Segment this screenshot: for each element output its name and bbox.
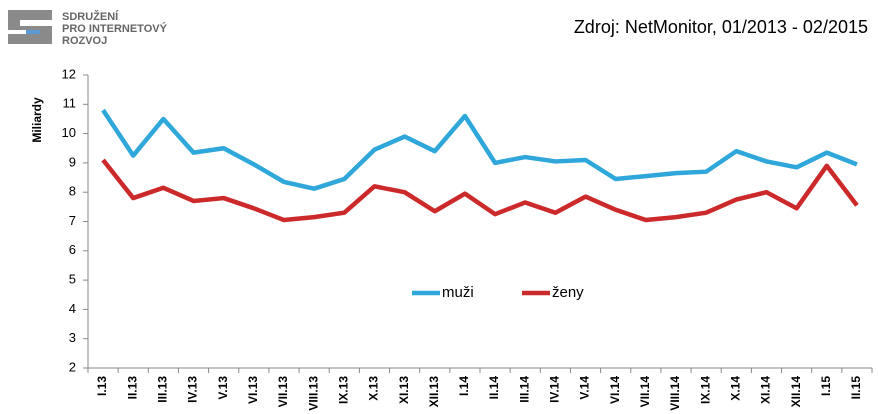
logo-text: SDRUŽENÍ bbox=[62, 10, 119, 23]
y-tick-label: 12 bbox=[62, 66, 76, 81]
y-tick-label: 6 bbox=[69, 242, 76, 257]
x-tick-label: I.15 bbox=[819, 376, 833, 396]
y-tick-label: 3 bbox=[69, 330, 76, 345]
logo-text: PRO INTERNETOVÝ bbox=[62, 22, 168, 35]
y-tick-label: 8 bbox=[69, 184, 76, 199]
x-tick-label: XII.13 bbox=[427, 376, 441, 408]
logo-accent bbox=[26, 30, 40, 34]
logo-mark bbox=[8, 10, 52, 44]
y-tick-label: 11 bbox=[63, 96, 77, 111]
x-tick-label: II.14 bbox=[487, 376, 501, 400]
x-tick-label: IV.14 bbox=[548, 376, 562, 403]
logo: SDRUŽENÍ PRO INTERNETOVÝ ROZVOJ bbox=[8, 10, 168, 47]
x-tick-label: I.13 bbox=[95, 376, 109, 396]
x-tick-label: X.14 bbox=[728, 376, 742, 401]
chart-title: Zdroj: NetMonitor, 01/2013 - 02/2015 bbox=[574, 17, 868, 37]
x-tick-label: III.14 bbox=[517, 376, 531, 403]
y-tick-label: 9 bbox=[69, 154, 76, 169]
line-series bbox=[101, 108, 858, 191]
y-axis-label: Miliardy bbox=[30, 97, 44, 143]
x-tick-label: XI.13 bbox=[397, 376, 411, 404]
y-tick-label: 5 bbox=[69, 272, 76, 287]
x-tick-label: IX.14 bbox=[698, 376, 712, 404]
x-tick-label: IX.13 bbox=[336, 376, 350, 404]
legend-label: muži bbox=[442, 284, 474, 301]
x-tick-label: I.14 bbox=[457, 376, 471, 396]
x-tick-label: VI.14 bbox=[608, 376, 622, 404]
y-tick-label: 10 bbox=[62, 125, 76, 140]
logo-text: ROZVOJ bbox=[62, 35, 107, 47]
y-tick-label: 7 bbox=[69, 213, 76, 228]
legend-label: ženy bbox=[552, 284, 584, 301]
x-tick-label: X.13 bbox=[367, 376, 381, 401]
x-tick-label: II.15 bbox=[849, 376, 863, 400]
x-tick-label: VIII.13 bbox=[306, 376, 320, 411]
x-tick-label: V.14 bbox=[578, 376, 592, 400]
y-tick-label: 2 bbox=[69, 359, 76, 374]
x-tick-label: II.13 bbox=[125, 376, 139, 400]
x-tick-label: XII.14 bbox=[789, 376, 803, 408]
x-tick-label: VII.14 bbox=[638, 376, 652, 408]
x-tick-label: III.13 bbox=[156, 376, 170, 403]
y-tick-label: 4 bbox=[69, 301, 76, 316]
x-tick-label: XI.14 bbox=[759, 376, 773, 404]
x-tick-label: V.13 bbox=[216, 376, 230, 400]
x-tick-label: IV.13 bbox=[186, 376, 200, 403]
line-series bbox=[101, 158, 859, 223]
x-tick-label: VI.13 bbox=[246, 376, 260, 404]
x-tick-label: VIII.14 bbox=[668, 376, 682, 411]
x-tick-label: VII.13 bbox=[276, 376, 290, 408]
